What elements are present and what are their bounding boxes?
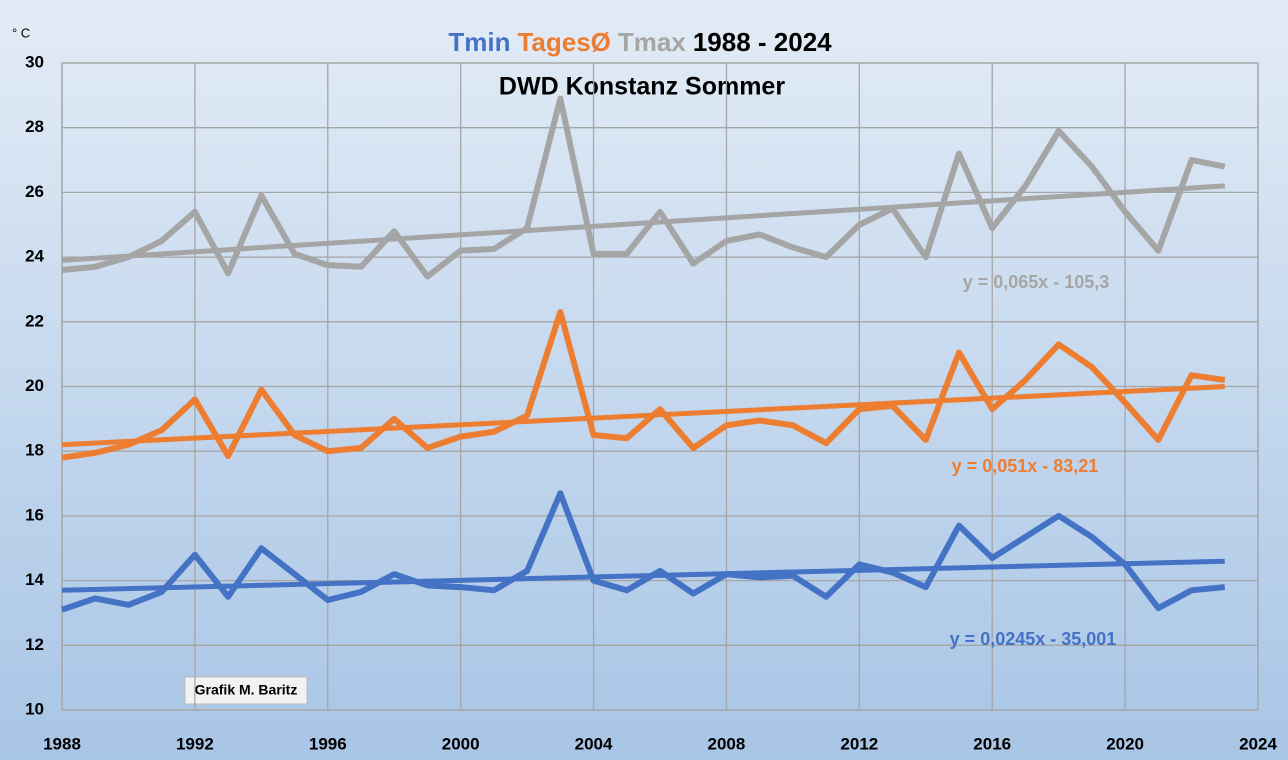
x-tick-label: 2004 — [575, 734, 613, 753]
y-unit: ° C — [12, 25, 30, 40]
chart-subtitle: DWD Konstanz Sommer — [499, 73, 785, 101]
y-tick-label: 30 — [25, 52, 44, 71]
y-tick-label: 20 — [25, 376, 44, 395]
x-tick-label: 2008 — [708, 734, 746, 753]
y-tick-label: 12 — [25, 635, 44, 654]
chart-title: Tmin TagesØ Tmax 1988 - 2024 — [448, 27, 832, 57]
series-line — [61, 95, 1226, 280]
y-tick-label: 28 — [25, 117, 44, 136]
x-tick-label: 2020 — [1106, 734, 1144, 753]
trend-label: y = 0,051x - 83,21 — [952, 456, 1099, 476]
y-tick-label: 14 — [25, 570, 44, 589]
credit-box — [184, 676, 308, 705]
x-tick-label: 2012 — [840, 734, 878, 753]
y-tick-label: 26 — [25, 182, 44, 201]
x-tick-label: 2024 — [1239, 734, 1277, 753]
trend-line — [61, 183, 1225, 263]
y-tick-label: 18 — [25, 441, 44, 460]
x-tick-label: 1988 — [43, 734, 81, 753]
plot-frame — [61, 62, 1259, 711]
title-part: Tmin — [448, 27, 510, 57]
x-tick-label: 1996 — [309, 734, 347, 753]
y-tick-label: 24 — [25, 247, 44, 266]
title-part: 1988 - 2024 — [693, 27, 832, 57]
trend-label: y = 0,065x - 105,3 — [963, 272, 1110, 292]
trend-line — [61, 558, 1225, 593]
trend-line — [61, 384, 1225, 448]
x-tick-label: 2000 — [442, 734, 480, 753]
x-tick-label: 1992 — [176, 734, 214, 753]
x-tick-label: 2016 — [973, 734, 1011, 753]
y-tick-label: 16 — [25, 505, 44, 524]
series-line — [61, 490, 1226, 613]
credit: Grafik M. Baritz — [195, 682, 298, 698]
y-tick-label: 10 — [25, 699, 44, 718]
y-tick-label: 22 — [25, 311, 44, 330]
title-part: Tmax — [618, 27, 686, 57]
title-part: TagesØ — [517, 27, 610, 57]
series-line — [61, 309, 1226, 461]
trend-label: y = 0,0245x - 35,001 — [950, 629, 1117, 649]
